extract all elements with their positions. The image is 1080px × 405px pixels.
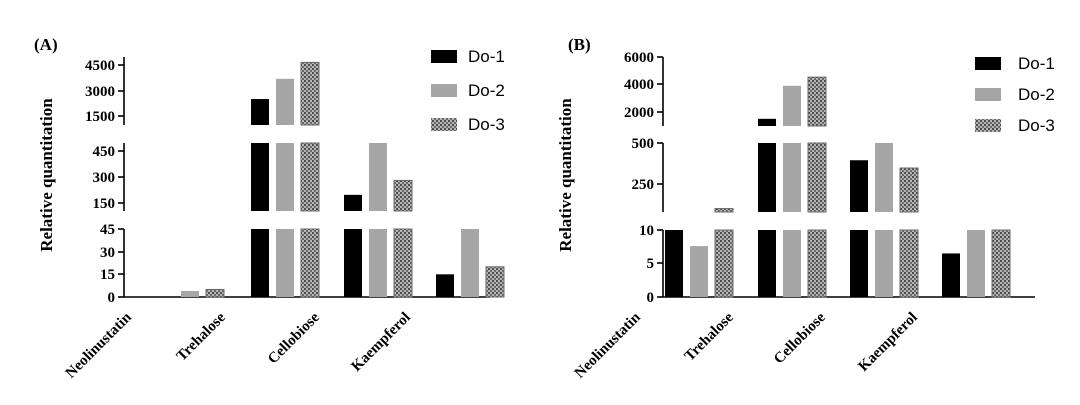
legend-swatch <box>431 84 457 97</box>
bar <box>758 118 776 126</box>
bar <box>714 208 734 213</box>
bar <box>276 229 294 297</box>
bar <box>875 143 893 212</box>
legend-label: Do-3 <box>1018 116 1055 135</box>
bar <box>369 229 387 297</box>
y-tick-label: 0 <box>108 290 116 306</box>
bar <box>300 142 320 212</box>
bar <box>436 274 454 297</box>
y-tick-label: 6000 <box>624 50 654 66</box>
y-tick-label: 4000 <box>624 77 654 93</box>
bar <box>783 230 801 297</box>
y-tick-label: 10 <box>639 223 654 239</box>
bar <box>783 143 801 212</box>
y-tick-label: 45 <box>100 222 115 238</box>
x-tick-label: Cellobiose <box>265 309 323 367</box>
bar <box>461 229 479 297</box>
legend-label: Do-1 <box>1018 54 1055 73</box>
legend-b: Do-1 Do-2 Do-3 <box>975 54 1055 135</box>
bar <box>714 229 734 298</box>
bar <box>485 266 505 298</box>
bar <box>393 179 413 212</box>
y-tick-label: 5 <box>647 256 655 272</box>
x-tick-label: Kaempferol <box>349 310 414 375</box>
y-tick-label: 30 <box>100 245 115 261</box>
y-tick-label: 300 <box>93 170 116 186</box>
y-tick-label: 4500 <box>85 58 115 74</box>
chart-panel-b: (B) Relative quantitation 0 5 10 250 500 2000… <box>556 35 1055 382</box>
bar <box>205 288 225 298</box>
x-ticks-b: Neolinustatin Trehalose Cellobiose Kaempfer… <box>572 309 921 381</box>
bar <box>393 228 413 298</box>
bar <box>807 229 827 298</box>
y-tick-label: 500 <box>632 136 655 152</box>
bar <box>665 230 683 297</box>
bar <box>344 229 362 297</box>
chart-panel-a: (A) Relative quantitation 0 15 30 45 150 300 4… <box>34 35 505 382</box>
bar <box>181 290 199 297</box>
bar <box>942 253 960 297</box>
bar <box>300 61 320 126</box>
bar <box>690 246 708 297</box>
legend-swatch <box>975 57 1001 70</box>
y-ticks-b: 0 5 10 250 500 2000 4000 6000 <box>624 50 663 306</box>
x-ticks-a: Neolinustatin Trehalose Cellobiose Kaempfer… <box>63 309 414 381</box>
bar <box>850 160 868 212</box>
x-tick-label: Neolinustatin <box>63 309 135 381</box>
bar <box>251 229 269 297</box>
bar <box>758 230 776 297</box>
y-tick-label: 2000 <box>624 105 654 121</box>
x-tick-label: Cellobiose <box>771 309 829 367</box>
panel-label-b: (B) <box>568 35 591 54</box>
legend-swatch <box>431 50 457 63</box>
legend-a: Do-1 Do-2 Do-3 <box>431 47 505 134</box>
y-tick-label: 450 <box>93 144 116 160</box>
y-tick-label: 250 <box>632 177 655 193</box>
y-ticks-a: 0 15 30 45 150 300 450 1500 3000 4500 <box>85 58 124 306</box>
y-tick-label: 0 <box>647 290 655 306</box>
bar <box>276 143 294 211</box>
legend-label: Do-1 <box>468 47 505 66</box>
legend-swatch <box>975 88 1001 101</box>
x-tick-label: Trehalose <box>682 309 737 364</box>
x-tick-label: Trehalose <box>174 309 229 364</box>
y-tick-label: 3000 <box>85 84 115 100</box>
bar <box>807 76 827 127</box>
legend-swatch <box>431 118 457 131</box>
bar <box>251 143 269 211</box>
y-tick-label: 150 <box>93 196 116 212</box>
bar <box>276 78 294 125</box>
legend-label: Do-2 <box>1018 85 1055 104</box>
y-tick-label: 1500 <box>85 109 115 125</box>
bar <box>300 228 320 298</box>
bar <box>251 99 269 125</box>
legend-label: Do-3 <box>468 115 505 134</box>
bar <box>850 230 868 297</box>
bars-a <box>181 61 505 298</box>
legend-swatch <box>975 119 1001 132</box>
y-tick-label: 15 <box>100 267 115 283</box>
bar <box>899 229 919 298</box>
x-tick-label: Neolinustatin <box>572 309 644 381</box>
bar <box>967 230 985 297</box>
bar <box>369 143 387 211</box>
bar <box>899 167 919 213</box>
bar <box>344 194 362 211</box>
y-axis-label-b: Relative quantitation <box>556 98 575 252</box>
bar <box>758 143 776 212</box>
legend-label: Do-2 <box>468 81 505 100</box>
y-axis-label-a: Relative quantitation <box>37 98 56 252</box>
bar <box>807 142 827 213</box>
panel-label-a: (A) <box>34 35 58 54</box>
x-tick-label: Kaempferol <box>856 310 921 375</box>
bar <box>875 230 893 297</box>
bar <box>783 85 801 126</box>
bar <box>991 229 1011 298</box>
bars-b <box>665 76 1011 298</box>
